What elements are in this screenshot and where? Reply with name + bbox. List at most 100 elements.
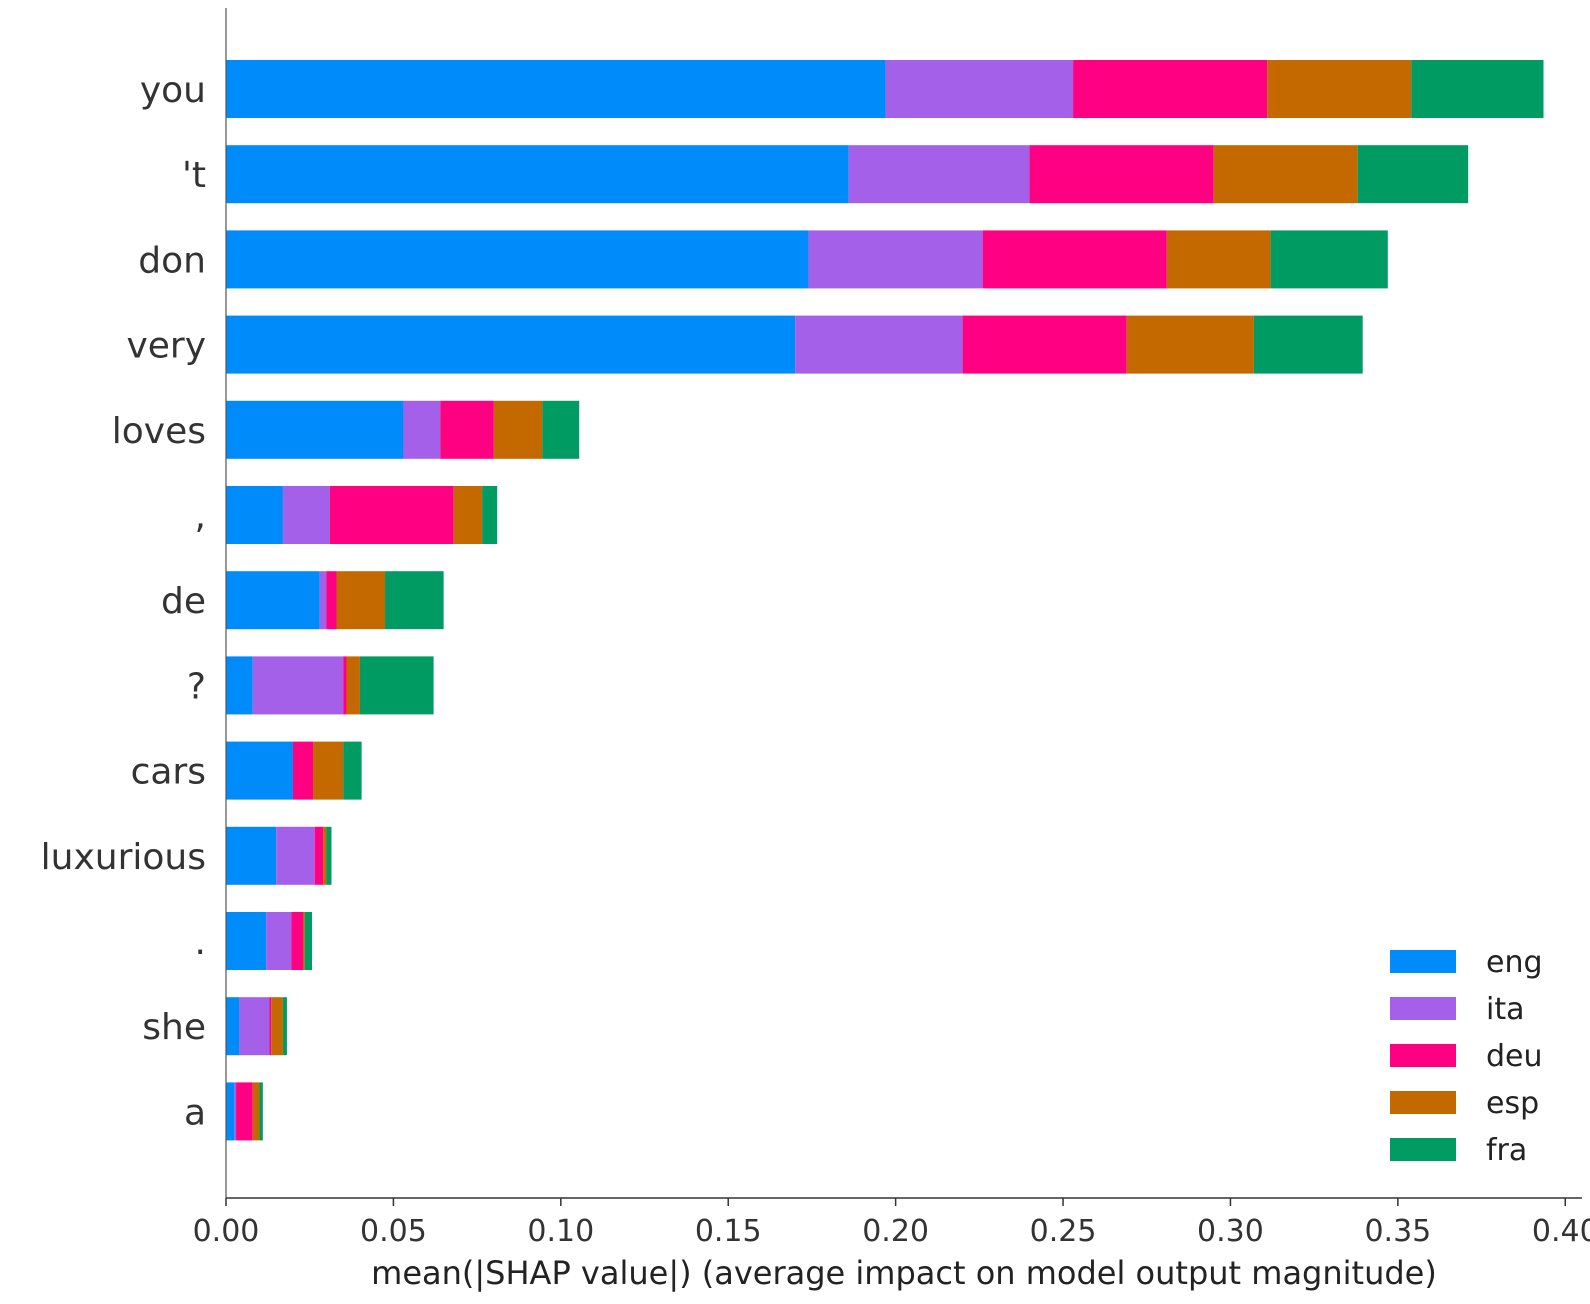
bar-segment-ita-row-9 bbox=[276, 826, 315, 885]
bar-segment-eng-row-4 bbox=[226, 400, 404, 459]
bar-segment-deu-row-2 bbox=[982, 230, 1167, 289]
bar-segment-deu-row-12 bbox=[236, 1082, 253, 1141]
bar-segment-fra-row-2 bbox=[1270, 230, 1388, 289]
legend-label-deu: deu bbox=[1486, 1039, 1543, 1074]
bar-segment-eng-row-8 bbox=[226, 741, 293, 800]
category-label-9: luxurious bbox=[41, 837, 206, 878]
bar-segment-ita-row-2 bbox=[808, 230, 983, 289]
category-label-0: you bbox=[140, 70, 206, 111]
bar-segment-esp-row-4 bbox=[493, 400, 543, 459]
bar-segment-deu-row-3 bbox=[962, 315, 1127, 374]
x-tick-label-3: 0.15 bbox=[695, 1214, 762, 1249]
bar-segment-esp-row-11 bbox=[271, 997, 283, 1056]
bar-segment-esp-row-10 bbox=[303, 912, 305, 970]
bar-segment-eng-row-9 bbox=[226, 826, 277, 885]
bar-segment-ita-row-0 bbox=[885, 60, 1074, 118]
category-label-5: , bbox=[195, 496, 206, 537]
x-tick-label-5: 0.25 bbox=[1030, 1214, 1097, 1249]
legend-label-fra: fra bbox=[1486, 1133, 1527, 1168]
bar-segment-deu-row-9 bbox=[314, 826, 324, 885]
x-axis-ticks: 0.00 0.05 0.10 0.15 0.20 0.25 0.30 0.35 0.40 bbox=[193, 1198, 1590, 1249]
bar-segment-deu-row-11 bbox=[269, 997, 272, 1056]
category-label-2: don bbox=[138, 240, 206, 281]
x-axis-label: mean(|SHAP value|) (average impact on mo… bbox=[371, 1254, 1437, 1292]
legend-label-ita: ita bbox=[1486, 992, 1524, 1027]
legend-swatch-ita bbox=[1390, 997, 1456, 1020]
bar-segment-fra-row-3 bbox=[1253, 315, 1363, 374]
category-label-10: . bbox=[195, 922, 206, 963]
category-label-7: ? bbox=[187, 666, 206, 707]
legend: eng ita deu esp fra bbox=[1390, 945, 1543, 1168]
bar-segment-deu-row-4 bbox=[440, 400, 494, 459]
bar-segment-deu-row-5 bbox=[329, 486, 454, 544]
category-label-6: de bbox=[161, 581, 206, 622]
bar-segment-ita-row-3 bbox=[795, 315, 963, 374]
bar-segment-ita-row-6 bbox=[319, 571, 327, 630]
bar-segment-esp-row-1 bbox=[1213, 145, 1358, 204]
legend-label-eng: eng bbox=[1486, 945, 1543, 980]
bar-segment-deu-row-10 bbox=[291, 912, 304, 970]
bar-segment-fra-row-9 bbox=[326, 826, 332, 885]
bar-segment-eng-row-1 bbox=[226, 145, 849, 204]
bar-segment-eng-row-0 bbox=[226, 60, 886, 118]
bar-segment-esp-row-0 bbox=[1267, 60, 1412, 118]
bar-segment-eng-row-6 bbox=[226, 571, 320, 630]
bar-segment-fra-row-0 bbox=[1411, 60, 1544, 118]
bar-segment-fra-row-6 bbox=[385, 571, 444, 630]
bar-segment-esp-row-2 bbox=[1166, 230, 1271, 289]
bar-segment-eng-row-10 bbox=[226, 912, 267, 970]
bar-segment-fra-row-1 bbox=[1357, 145, 1469, 204]
bar-segment-eng-row-11 bbox=[226, 997, 240, 1056]
bar-segment-esp-row-3 bbox=[1126, 315, 1254, 374]
legend-label-esp: esp bbox=[1486, 1086, 1539, 1121]
x-tick-label-1: 0.05 bbox=[360, 1214, 427, 1249]
bar-segment-esp-row-5 bbox=[453, 486, 483, 544]
bar-segment-fra-row-8 bbox=[343, 741, 362, 800]
category-label-3: very bbox=[126, 326, 206, 367]
bar-segment-ita-row-7 bbox=[252, 656, 344, 715]
bar-segment-ita-row-10 bbox=[266, 912, 292, 970]
x-tick-label-6: 0.30 bbox=[1197, 1214, 1264, 1249]
bar-segment-ita-row-12 bbox=[234, 1082, 237, 1141]
bar-segment-ita-row-1 bbox=[848, 145, 1030, 204]
legend-swatch-fra bbox=[1390, 1138, 1456, 1161]
bar-segment-fra-row-4 bbox=[542, 400, 580, 459]
x-tick-label-8: 0.40 bbox=[1532, 1214, 1590, 1249]
bar-segment-esp-row-12 bbox=[252, 1082, 260, 1141]
bar-segment-eng-row-5 bbox=[226, 486, 283, 544]
legend-swatch-deu bbox=[1390, 1044, 1456, 1067]
bar-segment-deu-row-7 bbox=[343, 656, 347, 715]
x-tick-label-2: 0.10 bbox=[527, 1214, 594, 1249]
category-label-8: cars bbox=[131, 752, 206, 793]
x-tick-label-0: 0.00 bbox=[193, 1214, 260, 1249]
bar-segment-fra-row-10 bbox=[304, 912, 313, 970]
legend-swatch-eng bbox=[1390, 950, 1456, 973]
bar-segment-deu-row-6 bbox=[326, 571, 337, 630]
bar-segment-fra-row-12 bbox=[259, 1082, 263, 1141]
bar-segment-fra-row-5 bbox=[482, 486, 498, 544]
x-tick-label-7: 0.35 bbox=[1364, 1214, 1431, 1249]
bar-segment-ita-row-5 bbox=[282, 486, 330, 544]
bar-segment-deu-row-8 bbox=[292, 741, 314, 800]
bar-segment-fra-row-11 bbox=[282, 997, 287, 1056]
bar-segment-fra-row-7 bbox=[359, 656, 434, 715]
bar-segment-ita-row-11 bbox=[239, 997, 270, 1056]
category-labels: you 't don very loves, de? cars luxurious. she a bbox=[41, 70, 206, 1133]
bar-segment-esp-row-8 bbox=[313, 741, 344, 800]
bar-segment-eng-row-3 bbox=[226, 315, 796, 374]
bar-segment-eng-row-7 bbox=[226, 656, 253, 715]
category-label-4: loves bbox=[112, 411, 206, 452]
bar-segment-esp-row-9 bbox=[323, 826, 327, 885]
bar-segment-esp-row-6 bbox=[336, 571, 386, 630]
bar-segment-deu-row-1 bbox=[1029, 145, 1214, 204]
bars-group bbox=[226, 60, 1544, 1141]
bar-segment-eng-row-2 bbox=[226, 230, 809, 289]
bar-segment-ita-row-4 bbox=[403, 400, 441, 459]
x-tick-label-4: 0.20 bbox=[862, 1214, 929, 1249]
bar-segment-deu-row-0 bbox=[1073, 60, 1268, 118]
legend-swatch-esp bbox=[1390, 1091, 1456, 1114]
category-label-11: she bbox=[142, 1007, 206, 1048]
bar-segment-esp-row-7 bbox=[346, 656, 360, 715]
bar-segment-eng-row-12 bbox=[226, 1082, 235, 1141]
